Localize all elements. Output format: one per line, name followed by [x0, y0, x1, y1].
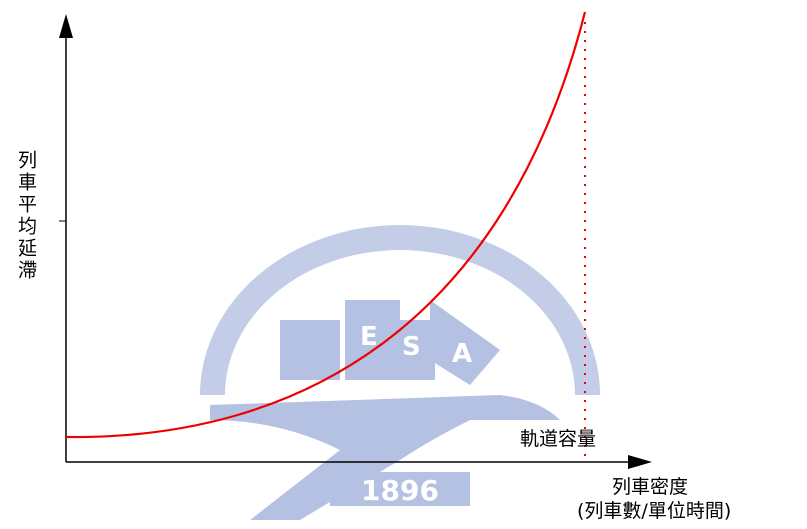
- watermark-book: [280, 320, 340, 380]
- y-arrow: [59, 14, 73, 38]
- watermark-anvil: [210, 395, 560, 520]
- watermark-year: 1896: [361, 474, 439, 507]
- watermark-letter: S: [402, 332, 421, 362]
- x-axis-label: (列車數/單位時間): [577, 500, 731, 522]
- watermark: E S A 1896: [200, 225, 600, 520]
- x-axis-label: 列車密度: [612, 476, 688, 498]
- delay-curve: [65, 11, 587, 439]
- watermark-plate: [330, 472, 470, 506]
- capacity-label: 軌道容量: [520, 428, 596, 450]
- watermark-letter: A: [452, 339, 472, 369]
- y-axis-label: 列車平均延滯: [15, 150, 37, 282]
- watermark-arc: [200, 225, 600, 395]
- watermark-block: [430, 300, 500, 385]
- watermark-block: [390, 320, 435, 380]
- x-arrow: [628, 455, 652, 469]
- watermark-letter: E: [360, 322, 378, 352]
